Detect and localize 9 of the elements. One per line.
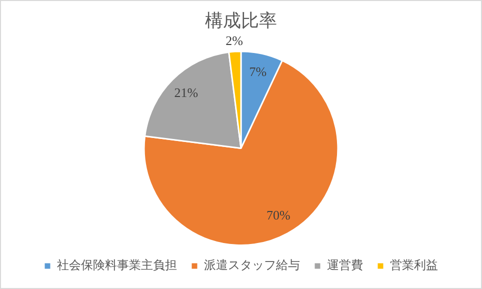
data-label: 70% [266,208,290,223]
legend-label: 運営費 [327,258,363,272]
legend-label: 派遣スタッフ給与 [204,258,300,272]
chart-title: 構成比率 [205,10,277,32]
legend-label: 営業利益 [390,258,438,272]
data-label: 2% [226,32,244,48]
data-label: 21% [174,84,198,100]
legend-label: 社会保険料事業主負担 [57,258,177,272]
data-label: 7% [249,64,267,80]
